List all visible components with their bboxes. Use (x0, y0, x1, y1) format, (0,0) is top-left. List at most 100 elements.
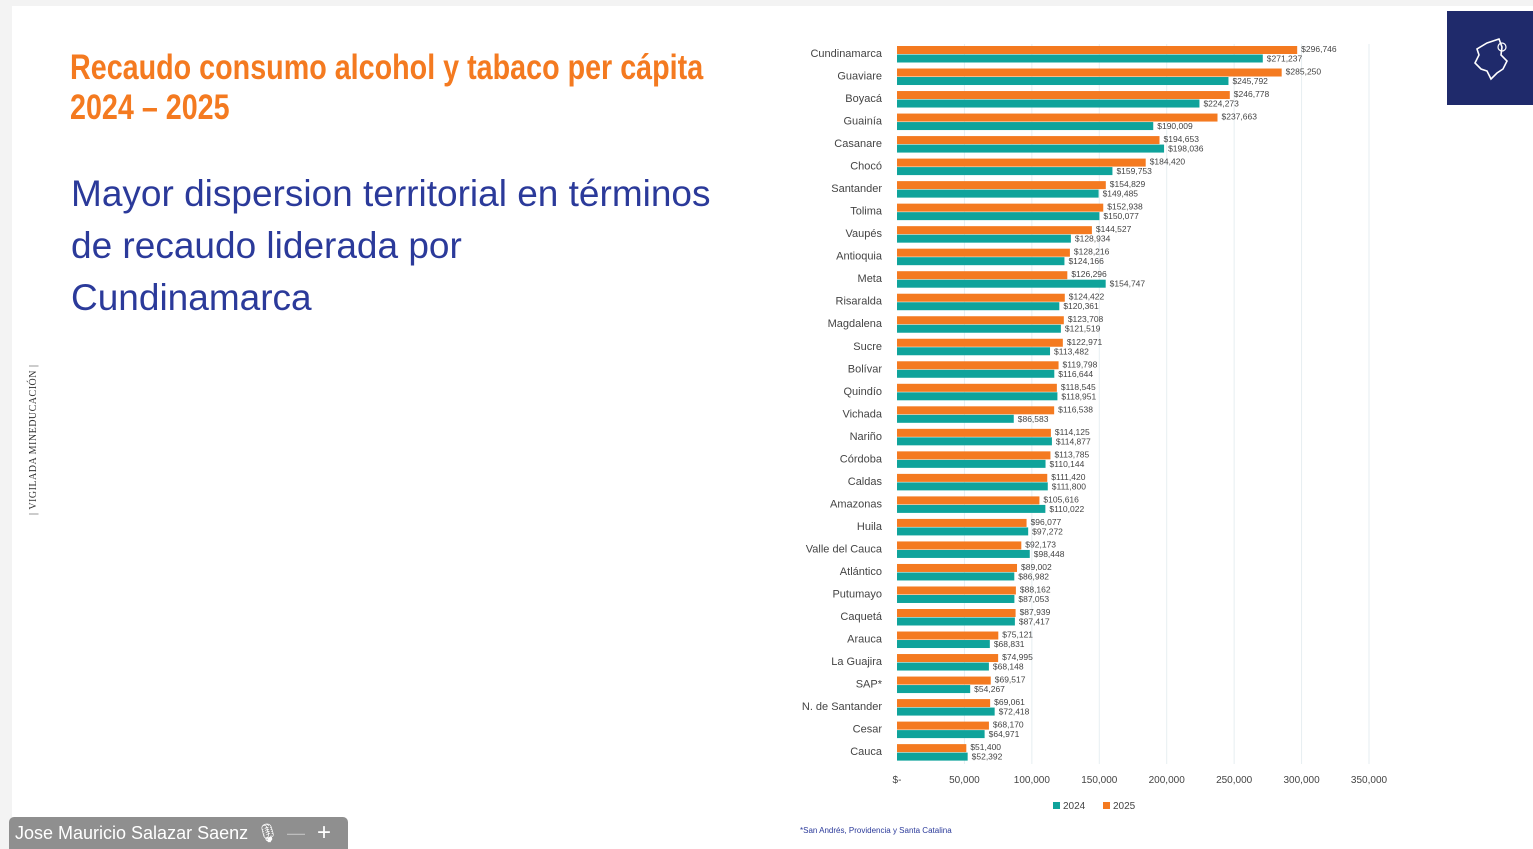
plus-icon[interactable]: + (316, 819, 331, 846)
category-label: Antioquia (836, 251, 883, 263)
data-label-2024: $68,148 (993, 662, 1024, 672)
bar-2025 (897, 203, 1104, 212)
title-line-1: Recaudo consumo alcohol y tabaco per cáp… (70, 48, 704, 87)
bar-2024 (897, 662, 989, 671)
data-label-2024: $118,951 (1061, 391, 1096, 401)
data-label-2025: $184,420 (1150, 157, 1186, 167)
data-label-2025: $111,420 (1051, 472, 1085, 482)
bar-2024 (897, 640, 990, 649)
data-label-2024: $110,022 (1049, 504, 1084, 514)
data-label-2025: $124,422 (1069, 292, 1105, 302)
category-label: Cauca (850, 746, 883, 758)
x-tick-label: 100,000 (1014, 775, 1051, 786)
bar-2025 (897, 361, 1059, 370)
bar-2025 (897, 91, 1230, 100)
x-tick-label: 50,000 (949, 775, 980, 786)
chart-footnote: *San Andrés, Providencia y Santa Catalin… (800, 826, 952, 835)
category-label: Putumayo (832, 588, 882, 600)
data-label-2024: $150,077 (1103, 211, 1139, 221)
data-label-2024: $98,448 (1034, 549, 1065, 559)
data-label-2025: $119,798 (1063, 359, 1098, 369)
data-label-2024: $86,583 (1018, 414, 1049, 424)
data-label-2025: $144,527 (1096, 224, 1132, 234)
bar-2024 (897, 414, 1014, 423)
bar-2025 (897, 676, 991, 685)
category-label: La Guajira (831, 656, 883, 668)
data-label-2024: $87,417 (1019, 617, 1050, 627)
bar-2025 (897, 226, 1092, 235)
slide (12, 6, 1533, 849)
x-tick-label: $- (893, 775, 902, 786)
bar-2024 (897, 324, 1061, 333)
x-tick-label: 250,000 (1216, 775, 1253, 786)
bar-2025 (897, 654, 999, 663)
data-label-2025: $89,002 (1021, 562, 1052, 572)
category-label: Huila (857, 521, 883, 533)
category-label: N. de Santander (802, 701, 882, 713)
bar-2024 (897, 234, 1071, 243)
bar-2025 (897, 609, 1016, 617)
data-label-2025: $126,296 (1071, 269, 1107, 279)
data-label-2024: $87,053 (1018, 594, 1049, 604)
category-label: Cundinamarca (810, 48, 882, 60)
category-label: SAP* (856, 679, 883, 691)
data-label-2025: $51,400 (970, 742, 1001, 752)
category-label: Cesar (853, 724, 883, 736)
data-label-2024: $128,934 (1075, 234, 1111, 244)
bar-2025 (897, 293, 1065, 302)
caller-bar: Jose Mauricio Salazar Saenz 🎙 — + (9, 817, 348, 849)
x-tick-label: 350,000 (1351, 775, 1388, 786)
bar-2024 (897, 144, 1165, 153)
data-label-2025: $118,545 (1061, 382, 1096, 392)
data-label-2025: $114,125 (1055, 427, 1090, 437)
data-label-2025: $105,616 (1043, 494, 1079, 504)
category-label: Chocó (850, 161, 882, 173)
category-label: Arauca (847, 634, 883, 646)
bar-2025 (897, 46, 1298, 54)
data-label-2024: $116,644 (1058, 369, 1093, 379)
data-label-2025: $154,829 (1110, 179, 1146, 189)
category-label: Vichada (842, 408, 882, 420)
bar-2024 (897, 685, 971, 694)
bar-2024 (897, 189, 1099, 198)
data-label-2025: $122,971 (1067, 337, 1103, 347)
bar-2025 (897, 451, 1051, 460)
data-label-2024: $68,831 (994, 639, 1025, 649)
bar-2025 (897, 721, 989, 730)
bar-2025 (897, 541, 1022, 550)
bar-2025 (897, 631, 999, 640)
bar-2024 (897, 122, 1154, 131)
bar-2025 (897, 428, 1051, 437)
data-label-2025: $87,939 (1020, 607, 1051, 617)
category-label: Guainía (843, 116, 882, 128)
slide-title: Recaudo consumo alcohol y tabaco per cáp… (70, 48, 703, 128)
bar-2024 (897, 707, 995, 716)
data-label-2025: $68,170 (993, 720, 1024, 730)
data-label-2024: $245,792 (1232, 76, 1268, 86)
category-label: Tolima (850, 206, 883, 218)
slide-subtitle: Mayor dispersion territorial en términos… (71, 173, 711, 318)
bar-2024 (897, 752, 968, 761)
data-label-2024: $86,982 (1018, 571, 1049, 581)
bar-2024 (897, 617, 1015, 626)
minimize-icon[interactable]: — (286, 822, 305, 843)
category-label: Caquetá (840, 611, 882, 623)
data-label-2024: $120,361 (1063, 301, 1099, 311)
category-label: Casanare (834, 138, 882, 150)
x-tick-label: 300,000 (1283, 775, 1320, 786)
microphone-icon[interactable]: 🎙 (256, 822, 279, 843)
legend-label-2025: 2025 (1113, 801, 1136, 812)
data-label-2024: $121,519 (1065, 324, 1101, 334)
category-label: Nariño (850, 431, 882, 443)
legend-label-2024: 2024 (1063, 801, 1086, 812)
bar-2025 (897, 383, 1057, 392)
data-label-2024: $190,009 (1157, 121, 1193, 131)
category-label: Santander (831, 183, 882, 195)
bar-2024 (897, 527, 1029, 536)
data-label-2024: $64,971 (989, 729, 1020, 739)
bar-2024 (897, 392, 1058, 401)
bar-2024 (897, 99, 1200, 108)
bar-2025 (897, 473, 1048, 482)
x-tick-label: 150,000 (1081, 775, 1118, 786)
bar-2024 (897, 167, 1113, 176)
